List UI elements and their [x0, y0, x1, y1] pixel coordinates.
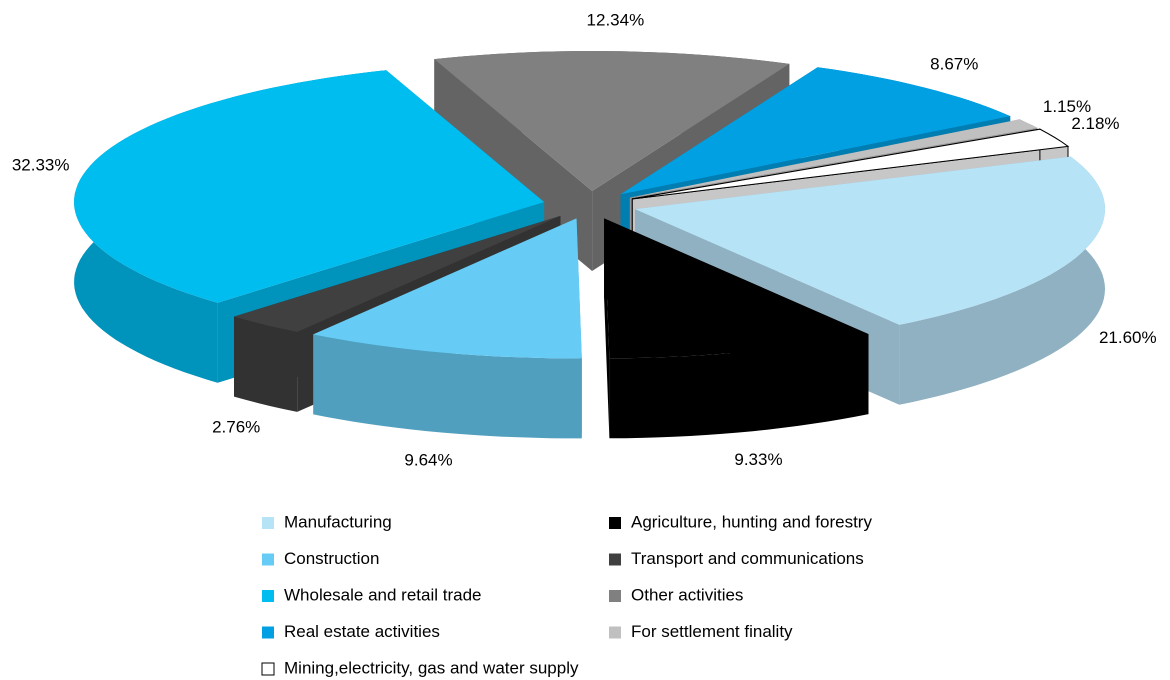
slice: [632, 128, 1070, 200]
legend-label: Wholesale and retail trade: [284, 585, 482, 604]
legend-label: Mining,electricity, gas and water supply: [284, 658, 579, 677]
legend-swatch: [262, 553, 274, 566]
slice: [74, 70, 545, 303]
legend-label: Real estate activities: [284, 622, 440, 641]
slice-side: [899, 156, 1105, 405]
data-label: 9.33%: [734, 450, 782, 469]
slice: [620, 67, 1011, 195]
slice-side: [234, 316, 298, 412]
legend-swatch: [262, 517, 274, 529]
slice: [604, 218, 869, 359]
legend-label: Manufacturing: [284, 512, 392, 531]
slice-side: [609, 334, 869, 439]
legend-swatch: [609, 517, 621, 529]
legend-label: Construction: [284, 549, 379, 568]
legend-label: Transport and communications: [631, 549, 864, 568]
slice-side: [313, 334, 582, 439]
data-label: 2.76%: [212, 417, 260, 436]
legend-swatch: [262, 626, 274, 639]
slice: [234, 215, 561, 332]
legend-swatch: [262, 590, 274, 602]
legend-label: For settlement finality: [631, 622, 793, 641]
legend-label: Other activities: [631, 585, 743, 604]
slice-side: [604, 218, 610, 439]
data-label: 32.33%: [12, 156, 70, 175]
legend-label: Agriculture, hunting and forestry: [631, 512, 872, 531]
slice: [629, 119, 1038, 198]
slice: [635, 156, 1105, 325]
data-label: 12.34%: [587, 11, 645, 30]
data-label: 1.15%: [1043, 97, 1091, 116]
data-label: 2.18%: [1071, 114, 1119, 133]
legend-swatch: [261, 662, 275, 676]
data-label: 9.64%: [404, 451, 452, 470]
slice: [313, 218, 582, 439]
slice: [604, 218, 869, 439]
slice: [313, 218, 582, 359]
legend-swatch: [609, 553, 621, 566]
legend-swatch: [609, 590, 621, 602]
data-label: 8.67%: [930, 54, 978, 73]
slice: [434, 51, 790, 191]
data-label: 21.60%: [1099, 328, 1157, 347]
legend-swatch: [609, 626, 621, 639]
